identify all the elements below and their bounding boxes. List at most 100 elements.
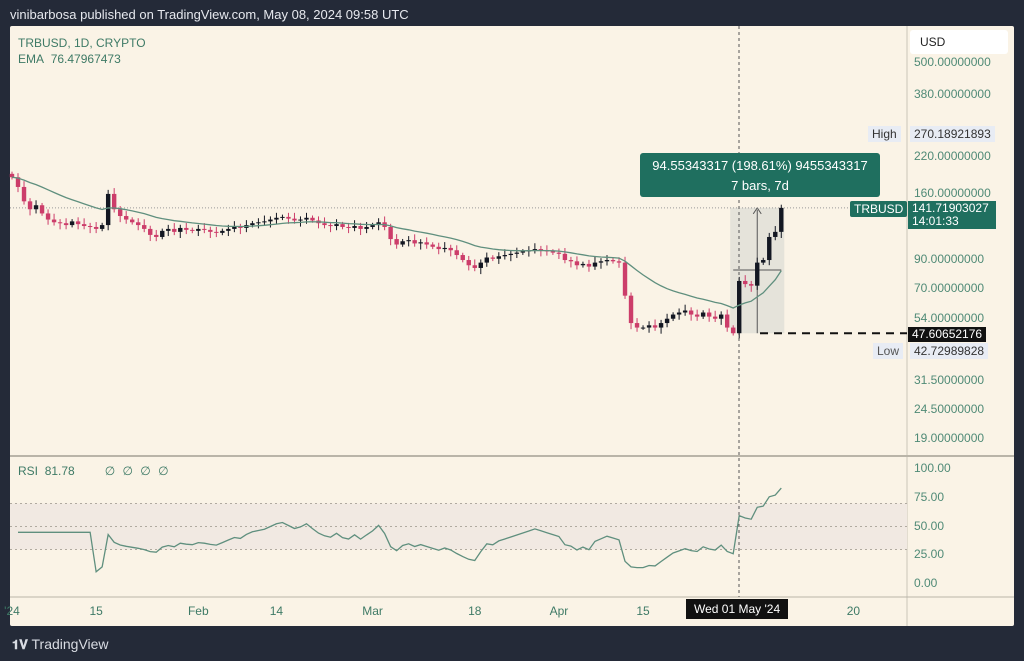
candle-body [418,242,423,244]
candle-body [520,251,526,253]
price-axis-label: 70.00000000 [914,280,985,295]
candle-body [346,226,351,228]
candle-body [178,227,183,232]
ema-label: EMA [18,52,45,66]
candle-body [724,314,730,328]
candle-body [640,327,646,329]
candle-body [767,236,772,261]
candle-body [556,252,562,254]
candle-body [322,223,327,226]
candle-body [172,228,177,232]
candle-body [250,223,255,226]
candle-body [148,228,153,235]
last-symbol-tag: TRBUSD [850,201,908,217]
price-axis-label: 24.50000000 [914,401,985,416]
rsi-axis-label: 0.00 [914,576,938,590]
currency-button[interactable]: USD [910,30,1008,54]
candle-body [21,186,27,202]
candle-body [69,221,75,226]
tv-logo-icon: 𝟏𝐕 [12,637,28,652]
candle-body [262,221,267,223]
candle-body [310,217,315,221]
candle-body [304,217,309,220]
measure-change: 94.55343317 (198.61%) 9455343317 [652,158,868,173]
publish-info: vinibarbosa published on TradingView.com… [10,7,409,22]
candle-body [442,247,447,250]
price-axis-label: 160.00000000 [914,185,991,200]
candle-body [514,252,520,254]
candle-body [184,227,189,230]
crosshair-price-tag: 47.60652176 [908,327,987,342]
candle-body [706,312,712,317]
rsi-axis-label: 25.00 [914,547,945,562]
candle-body [664,318,670,324]
candle-body [51,219,57,223]
candle-body [773,231,778,237]
candle-body [33,205,39,210]
candle-body [502,255,508,257]
candle-body [478,262,483,268]
candle-body [39,205,45,214]
price-axis-label: 31.50000000 [914,372,985,387]
candle-body [424,242,429,245]
candle-body [436,246,441,250]
rsi-legend[interactable]: RSI 81.78 ∅ ∅ ∅ ∅ [18,464,171,478]
candle-body [63,223,69,226]
tradingview-logo[interactable]: 𝟏𝐕 TradingView [12,636,109,653]
countdown: 14:01:33 [912,214,959,228]
candle-body [388,226,393,240]
candle-body [370,225,375,227]
candle-body [550,251,556,253]
last-price: 141.71903027 [912,201,989,215]
candle-body [586,263,592,267]
candle-body [743,280,748,285]
candle-body [592,262,598,267]
high-label: High [868,126,901,142]
candle-body [490,257,495,259]
symbol-legend[interactable]: TRBUSD, 1D, CRYPTO [18,36,146,50]
candle-body [328,225,333,227]
candle-body [286,216,291,219]
candle-body [57,222,63,224]
candle-body [166,228,171,231]
rsi-band [10,503,907,550]
candle-body [466,260,471,266]
candle-body [220,230,225,233]
candle-body [99,225,105,229]
time-axis-label: 14 [269,604,284,618]
candle-body [334,224,339,227]
candle-body [214,231,219,233]
rsi-line [18,487,782,574]
ema-legend[interactable]: EMA 76.47967473 [18,52,121,66]
candle-body [256,222,261,224]
candle-body [292,218,297,221]
candle-body [430,244,435,247]
time-axis-label: '24 [4,604,20,618]
candle-body [670,314,676,319]
candle-body [779,207,784,232]
candle-body [574,261,580,266]
candle-body [682,310,688,313]
price-axis-label: 90.00000000 [914,252,985,267]
candle-body [676,312,682,315]
candle-body [616,261,622,263]
candle-body [340,224,345,227]
candle-body [280,216,285,218]
candle-body [87,226,93,228]
candle-body [610,260,616,262]
low-label: Low [873,343,904,359]
candle-body [358,226,363,229]
time-axis-label: Apr [549,604,569,618]
candle-body [538,249,544,251]
candle-body [45,213,51,220]
candle-body [568,260,574,262]
candle-body [755,262,760,286]
time-axis-label: 15 [636,604,650,618]
candle-body [394,239,399,245]
candle-body [472,265,477,268]
candle-body [274,217,279,220]
time-axis-label: Feb [187,604,209,618]
candle-body [448,247,453,251]
price-axis-label: 54.00000000 [914,310,985,325]
